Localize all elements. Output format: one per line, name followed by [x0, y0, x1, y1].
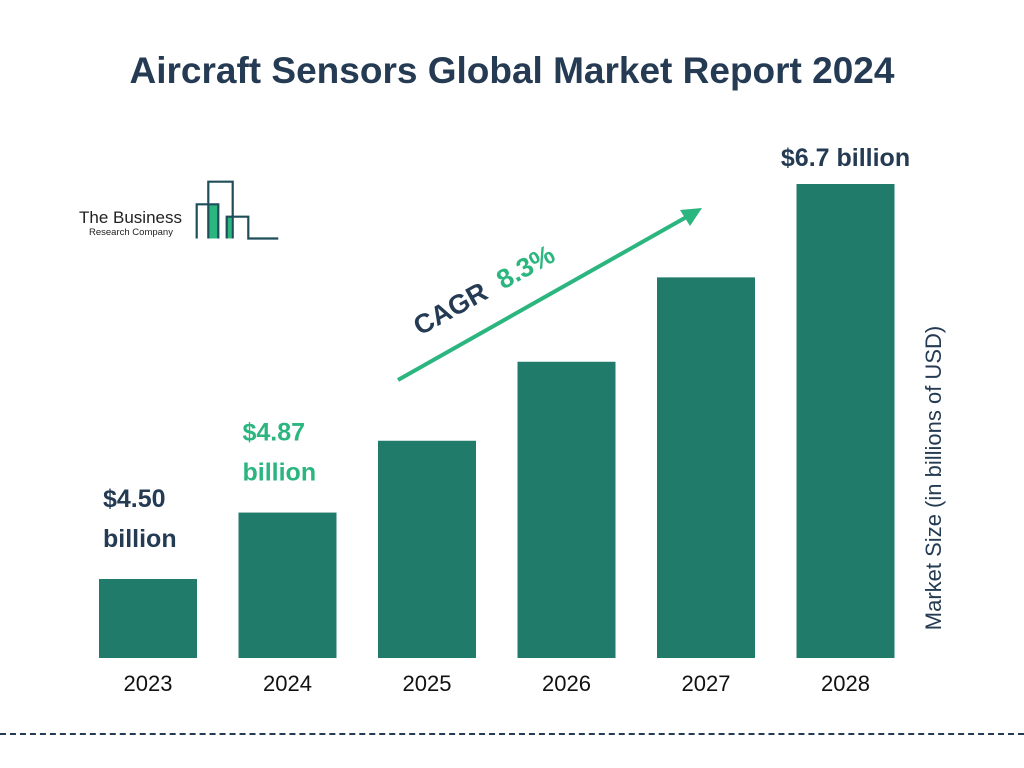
data-label-2023: billion	[103, 525, 177, 553]
bar-2028	[796, 184, 895, 658]
company-logo: The Business Research Company	[79, 180, 279, 240]
x-tick-label: 2023	[124, 671, 173, 696]
y-axis-label: Market Size (in billions of USD)	[921, 326, 946, 630]
svg-text:CAGR 8.3%: CAGR 8.3%	[408, 239, 559, 341]
divider	[0, 733, 1024, 735]
chart-title: Aircraft Sensors Global Market Report 20…	[129, 50, 895, 91]
x-tick-label: 2026	[542, 671, 591, 696]
logo-line1: The Business	[79, 208, 182, 227]
data-label-2028: $6.7 billion	[781, 144, 910, 172]
bar-2024	[238, 512, 337, 658]
data-label-2024: billion	[243, 459, 317, 487]
bar-2023	[99, 579, 197, 658]
cagr-annotation: CAGR 8.3%	[397, 208, 702, 382]
data-label-2024: $4.87	[243, 419, 306, 447]
x-tick-label: 2028	[821, 671, 870, 696]
arrow-head-icon	[680, 208, 702, 226]
x-tick-label: 2027	[682, 671, 731, 696]
x-tick-label: 2024	[263, 671, 312, 696]
x-tick-label: 2025	[403, 671, 452, 696]
logo-line2: Research Company	[89, 227, 173, 238]
bar-2025	[378, 440, 476, 658]
bar-2027	[657, 277, 755, 658]
cagr-value: 8.3%	[491, 239, 559, 295]
data-label-2023: $4.50	[103, 485, 166, 513]
bar-2026	[517, 361, 616, 658]
